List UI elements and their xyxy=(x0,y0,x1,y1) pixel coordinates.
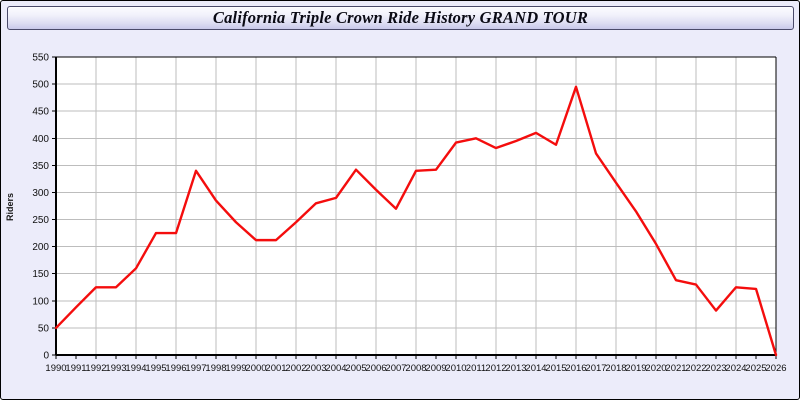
x-axis-tick-label: 1995 xyxy=(145,363,166,374)
x-axis-tick-label: 2013 xyxy=(505,363,526,374)
x-axis-tick-label: 2012 xyxy=(485,363,506,374)
x-axis-tick-label: 2010 xyxy=(445,363,466,374)
x-axis-tick-label: 2007 xyxy=(385,363,406,374)
window-titlebar: California Triple Crown Ride History GRA… xyxy=(7,6,794,30)
x-axis-tick-label: 2025 xyxy=(745,363,766,374)
y-axis-tick-label: 500 xyxy=(32,80,49,91)
x-axis-tick-label: 2021 xyxy=(665,363,686,374)
x-axis-tick-label: 1993 xyxy=(105,363,126,374)
x-axis-tick-label: 1991 xyxy=(65,363,86,374)
x-axis-tick-label: 1996 xyxy=(165,363,186,374)
x-axis-tick-label: 2014 xyxy=(525,363,546,374)
x-axis-tick-label: 2018 xyxy=(605,363,626,374)
x-axis-tick-label: 1992 xyxy=(85,363,106,374)
line-chart-svg: 0501001502002503003504004505005501990199… xyxy=(32,53,786,375)
x-axis-tick-label: 1999 xyxy=(225,363,246,374)
x-axis-tick-label: 2002 xyxy=(285,363,306,374)
x-axis-tick-label: 2026 xyxy=(765,363,786,374)
y-axis-tick-label: 0 xyxy=(43,351,49,362)
x-axis-tick-label: 2022 xyxy=(685,363,706,374)
y-axis-tick-label: 150 xyxy=(32,269,49,280)
x-axis-tick-label: 2008 xyxy=(405,363,426,374)
y-axis-tick-label: 550 xyxy=(32,53,49,64)
x-axis-tick-label: 2017 xyxy=(585,363,606,374)
x-axis-tick-label: 2004 xyxy=(325,363,346,374)
x-axis-tick-label: 2006 xyxy=(365,363,386,374)
x-axis-tick-label: 1990 xyxy=(45,363,66,374)
data-series-line xyxy=(54,85,778,357)
x-axis-tick-label: 2020 xyxy=(645,363,666,374)
x-axis-tick-label: 2015 xyxy=(545,363,566,374)
x-axis-tick-label: 2009 xyxy=(425,363,446,374)
x-axis-tick-label: 2016 xyxy=(565,363,586,374)
y-axis-tick-label: 450 xyxy=(32,107,49,118)
x-axis-tick-label: 2011 xyxy=(466,363,486,374)
x-axis-tick-label: 1994 xyxy=(125,363,146,374)
x-axis-tick-label: 2019 xyxy=(625,363,646,374)
page-title: California Triple Crown Ride History GRA… xyxy=(212,8,589,27)
y-axis-tick-label: 300 xyxy=(32,188,49,199)
x-axis-tick-label: 2023 xyxy=(705,363,726,374)
y-axis-tick-label: 200 xyxy=(32,242,49,253)
y-axis-tick-label: 400 xyxy=(32,134,49,145)
y-axis-tick-label: 50 xyxy=(38,323,50,334)
x-axis-tick-label: 2024 xyxy=(725,363,746,374)
x-axis-tick-label: 2000 xyxy=(245,363,266,374)
x-axis-tick-label: 2005 xyxy=(345,363,366,374)
x-axis-tick-label: 2001 xyxy=(265,363,286,374)
x-axis-tick-label: 1998 xyxy=(205,363,226,374)
y-axis-tick-label: 100 xyxy=(32,296,49,307)
x-axis-tick-label: 2003 xyxy=(305,363,326,374)
chart-plot-area: Riders 0 50 100 150 200 250 300 350 400 450 500 550… xyxy=(1,31,799,399)
y-axis-tick-label: 250 xyxy=(32,215,49,226)
y-axis-tick-label: 350 xyxy=(32,161,49,172)
x-axis-tick-label: 1997 xyxy=(185,363,206,374)
